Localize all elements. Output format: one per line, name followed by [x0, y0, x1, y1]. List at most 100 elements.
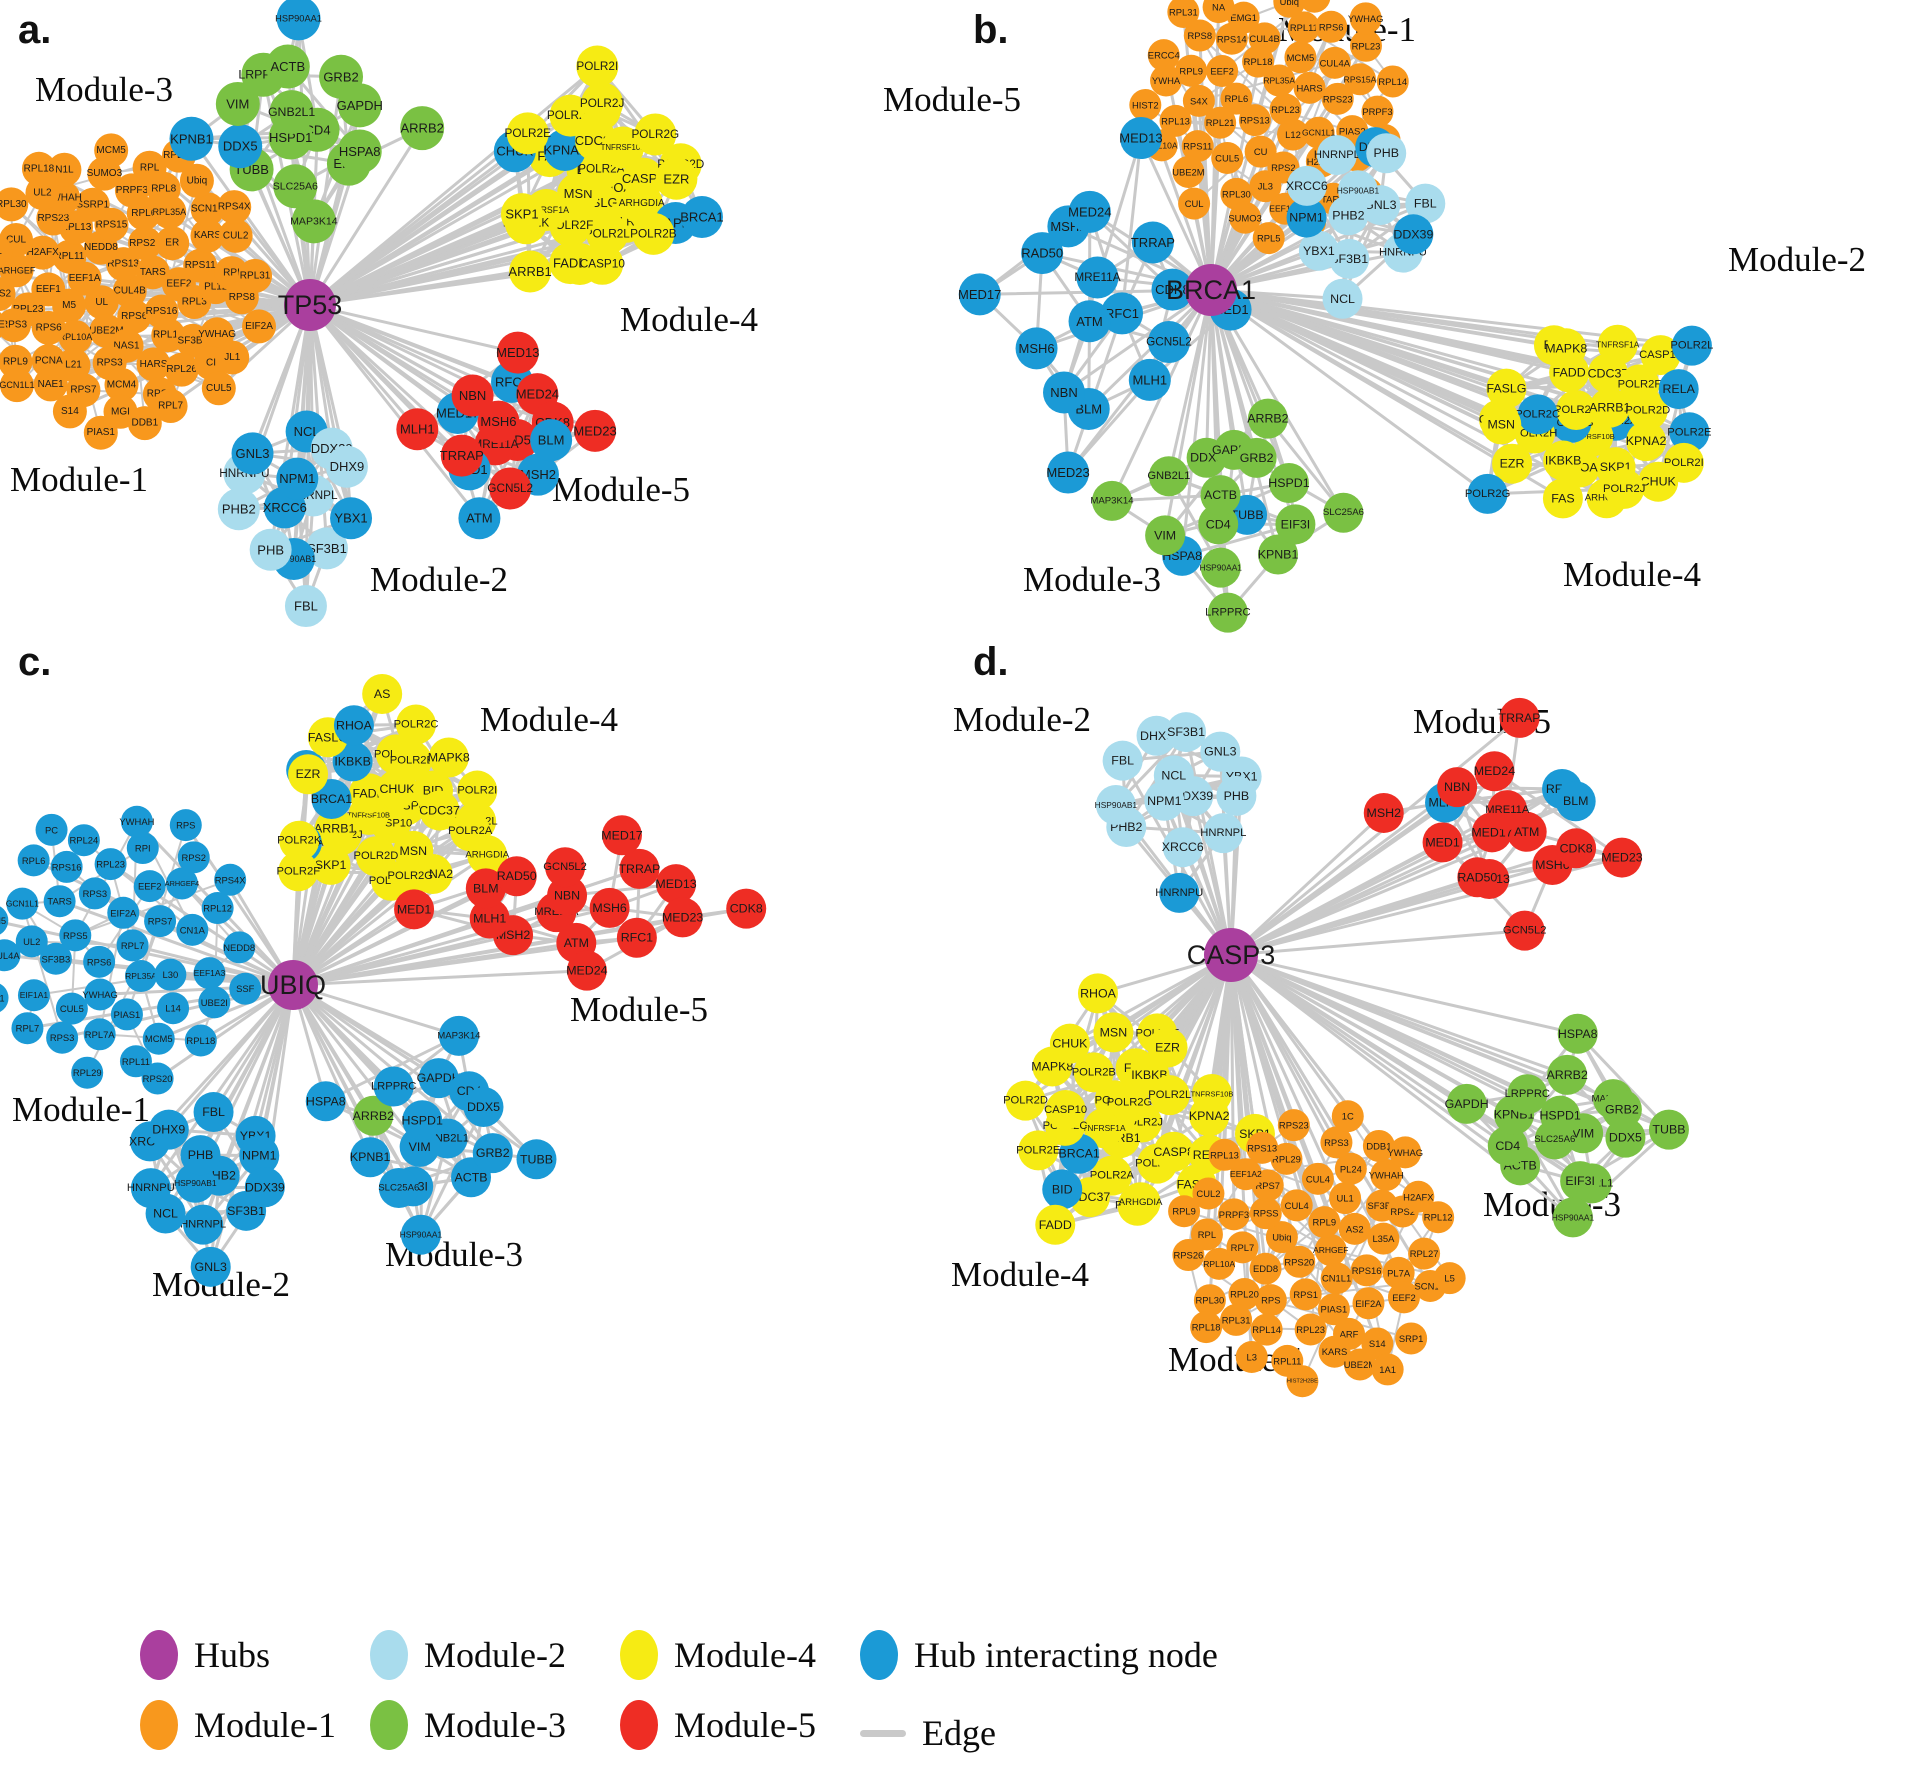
network-node[interactable]: MED1	[1422, 822, 1463, 863]
network-node[interactable]: DDX39	[1393, 214, 1433, 255]
network-node[interactable]: CUL4	[1301, 1162, 1334, 1195]
network-node[interactable]: RPS6	[83, 945, 116, 978]
network-node[interactable]: EIF2A	[107, 896, 140, 929]
network-node[interactable]: FBL	[1102, 740, 1143, 781]
network-node[interactable]: DDX39	[244, 1167, 285, 1208]
network-node[interactable]: CUL5	[201, 371, 236, 406]
network-node[interactable]: EIF2A	[242, 309, 277, 344]
network-node[interactable]: FBL	[284, 585, 327, 628]
network-node[interactable]: HIST2H2BE	[1286, 1365, 1319, 1398]
network-node[interactable]: RPS13	[1246, 1131, 1279, 1164]
network-node[interactable]: MCM5	[1284, 41, 1317, 74]
network-node[interactable]: MLH1	[1128, 358, 1171, 401]
network-node[interactable]: RPS3	[46, 1021, 79, 1054]
network-node[interactable]: MED23	[1601, 837, 1643, 878]
network-node[interactable]: LRPPRC	[1205, 592, 1251, 633]
network-node[interactable]: CHUK	[1049, 1023, 1090, 1064]
network-node[interactable]: XRCC6	[1162, 827, 1204, 868]
network-node[interactable]: MSN	[1481, 404, 1522, 445]
network-node[interactable]: RHOA	[333, 705, 374, 746]
network-node[interactable]: RPL6	[17, 844, 50, 877]
network-node[interactable]: MSH2	[1363, 792, 1404, 833]
network-node[interactable]: RPL23	[1294, 1313, 1327, 1346]
network-node[interactable]: RPL18	[184, 1024, 217, 1057]
network-node[interactable]: FASLG	[1486, 368, 1527, 409]
network-node[interactable]: NBN	[1437, 767, 1478, 808]
network-node[interactable]: DDX5	[463, 1087, 504, 1128]
network-node[interactable]: EZR	[655, 157, 698, 200]
network-node[interactable]: L5	[1433, 1262, 1466, 1295]
network-node[interactable]: ARRB2	[400, 106, 445, 151]
network-node[interactable]: HARS	[136, 347, 171, 382]
network-node[interactable]: RPL14	[1250, 1313, 1283, 1346]
network-node[interactable]: SKP1	[500, 193, 543, 236]
network-node[interactable]: EEF2	[133, 870, 166, 903]
network-node[interactable]: FADD	[1035, 1204, 1076, 1245]
network-node[interactable]: PC	[35, 813, 68, 846]
network-node[interactable]: RPS7	[144, 905, 177, 938]
network-node[interactable]: CUL5	[55, 992, 88, 1025]
network-node[interactable]: RPS6	[1315, 10, 1348, 43]
network-node[interactable]: RPL31	[1220, 1303, 1253, 1336]
network-node[interactable]: RPL13	[1208, 1138, 1241, 1171]
network-node[interactable]: 1C	[1331, 1100, 1364, 1133]
network-node[interactable]: ERCC4	[1147, 39, 1180, 72]
network-node[interactable]: PHB	[1216, 775, 1257, 816]
network-node[interactable]: DDX5	[1605, 1117, 1646, 1158]
network-node[interactable]: EIF2A	[1352, 1287, 1385, 1320]
network-node[interactable]: RPL9	[1308, 1206, 1341, 1239]
network-node[interactable]: ER	[155, 226, 190, 261]
network-node[interactable]: TARS	[43, 885, 76, 918]
network-node[interactable]: HSPA8	[337, 129, 382, 174]
network-node[interactable]: POLR2D	[1003, 1080, 1048, 1121]
network-node[interactable]: RPL7	[116, 929, 149, 962]
network-node[interactable]: MED23	[573, 409, 617, 452]
network-node[interactable]: NBN	[451, 374, 494, 417]
network-node[interactable]: CUL1	[0, 982, 9, 1014]
network-node[interactable]: SRP1	[1395, 1322, 1428, 1355]
network-node[interactable]: UL1	[1329, 1182, 1362, 1215]
network-node[interactable]: GRB2	[1236, 437, 1277, 478]
network-node[interactable]: EEF2	[1206, 55, 1239, 88]
network-node[interactable]: NEDD8	[223, 931, 256, 964]
network-node[interactable]: RPL10A	[1203, 1247, 1235, 1280]
network-node[interactable]: RPS2	[177, 841, 210, 874]
network-node[interactable]: RPL5	[1252, 222, 1285, 255]
network-node[interactable]: CDK8	[726, 888, 767, 929]
network-node[interactable]: ACTB	[1200, 475, 1241, 516]
network-node[interactable]: RPS1	[1289, 1278, 1322, 1311]
network-node[interactable]: HARS	[1293, 71, 1326, 104]
network-node[interactable]: RPL30	[1193, 1284, 1226, 1317]
network-node[interactable]: RPS	[169, 809, 202, 842]
network-node[interactable]: MAP3K14	[1090, 480, 1134, 521]
network-node[interactable]: RPL12	[201, 892, 234, 925]
network-node[interactable]: EZR	[1147, 1027, 1188, 1068]
network-node[interactable]: BLM	[530, 419, 573, 462]
network-node[interactable]: PHB	[249, 528, 292, 571]
network-node[interactable]: NCL	[1153, 755, 1194, 796]
network-node[interactable]: MCM5	[0, 904, 9, 936]
network-node[interactable]: RPS16	[1350, 1254, 1383, 1287]
network-node[interactable]: EIF2A	[1298, 0, 1331, 13]
network-node[interactable]: MED24	[1474, 751, 1515, 792]
network-node[interactable]: HSP90AA1	[400, 1214, 443, 1255]
network-node[interactable]: JL1	[215, 340, 250, 375]
network-node[interactable]: RPL35A	[125, 960, 157, 993]
network-node[interactable]: POLR2I	[576, 45, 619, 88]
network-node[interactable]: TUBB	[1648, 1109, 1689, 1150]
network-node[interactable]: GNL3	[190, 1246, 231, 1287]
network-node[interactable]: PHB2	[217, 488, 260, 531]
network-node[interactable]: GRB2	[472, 1133, 513, 1174]
network-node[interactable]: SSF	[229, 972, 262, 1005]
network-node[interactable]: PRPF3	[1361, 95, 1394, 128]
network-node[interactable]: CUL	[1178, 187, 1211, 220]
network-node[interactable]: KPNB1	[169, 116, 214, 161]
network-node[interactable]: RPS4X	[217, 190, 252, 225]
network-node[interactable]: PIAS1	[83, 415, 118, 450]
network-node[interactable]: MCM5	[142, 1022, 175, 1055]
network-node[interactable]: CUL5	[1211, 141, 1244, 174]
network-node[interactable]: EIF3I	[1560, 1161, 1601, 1202]
network-node[interactable]: HSPA8	[305, 1081, 346, 1122]
network-node[interactable]: PHB	[1366, 133, 1407, 174]
network-node[interactable]: AS2	[1338, 1212, 1371, 1245]
